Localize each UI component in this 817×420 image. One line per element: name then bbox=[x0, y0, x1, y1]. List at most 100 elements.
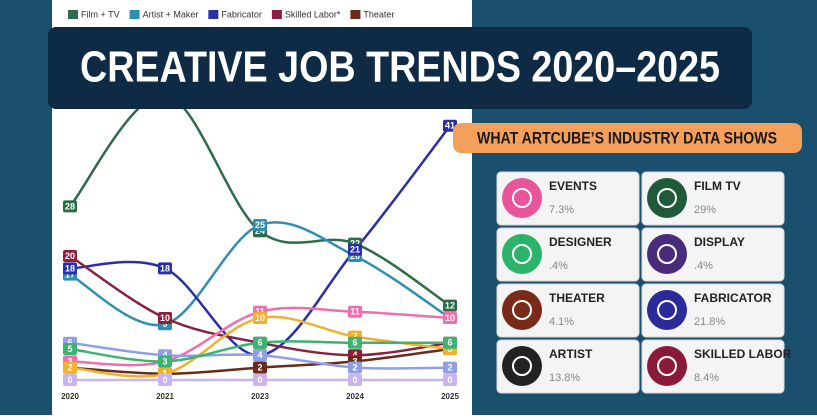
value-label: 17 bbox=[65, 269, 75, 279]
card-value: 7.3% bbox=[549, 204, 574, 216]
value-label-box bbox=[158, 355, 172, 368]
value-label: 3 bbox=[67, 356, 72, 366]
card-label: DISPLAY bbox=[694, 235, 745, 249]
value-label: 1 bbox=[162, 369, 167, 379]
card-icon bbox=[647, 346, 687, 386]
value-label-box bbox=[63, 374, 77, 386]
x-tick-label: 2025 bbox=[441, 392, 459, 401]
x-tick-label: 2024 bbox=[346, 392, 364, 401]
value-label-box bbox=[158, 262, 172, 275]
value-label: 22 bbox=[350, 238, 360, 248]
card-icon-detail bbox=[512, 188, 532, 208]
x-tick-label: 2021 bbox=[156, 392, 174, 401]
value-label-box bbox=[158, 312, 172, 324]
series-line bbox=[69, 93, 451, 307]
value-label: 25 bbox=[255, 220, 265, 230]
subtitle-pill bbox=[453, 123, 802, 153]
card-label: FILM TV bbox=[694, 179, 741, 193]
value-label-box bbox=[63, 262, 77, 275]
value-label: 12 bbox=[445, 300, 455, 310]
value-label: 2 bbox=[352, 362, 357, 372]
value-label: 24 bbox=[255, 226, 265, 236]
value-label: 9 bbox=[162, 319, 167, 329]
value-label: 28 bbox=[65, 201, 75, 211]
value-label: 10 bbox=[255, 313, 265, 323]
card-value: 21.8% bbox=[694, 316, 725, 328]
card-value: .4% bbox=[549, 260, 568, 272]
legend-label: Fabricator bbox=[221, 9, 262, 19]
value-label-box bbox=[443, 374, 457, 386]
value-label: 3 bbox=[352, 356, 357, 366]
card-icon-detail bbox=[657, 356, 677, 376]
card-label: FABRICATOR bbox=[694, 291, 772, 305]
value-label-box bbox=[348, 336, 362, 349]
value-label: 11 bbox=[255, 307, 265, 317]
legend-swatch bbox=[271, 10, 282, 19]
value-label-box bbox=[253, 336, 267, 349]
value-label: 10 bbox=[445, 313, 455, 323]
value-label-box bbox=[63, 250, 77, 262]
card-icon-detail bbox=[512, 356, 532, 376]
value-label-box bbox=[443, 361, 457, 374]
value-label: 6 bbox=[257, 338, 262, 348]
legend-label: Artist + Maker bbox=[143, 9, 199, 19]
value-label-box bbox=[443, 299, 457, 312]
value-label: 0 bbox=[257, 375, 262, 385]
card-icon-detail bbox=[657, 300, 677, 320]
value-label-box bbox=[443, 312, 457, 324]
value-label-box bbox=[63, 343, 77, 355]
value-label: 0 bbox=[162, 375, 167, 385]
value-label: 10 bbox=[160, 313, 170, 323]
cards: EVENTS 7.3% FILM TV 29% DESIGNER .4% DISPLAY .4… bbox=[496, 171, 792, 394]
value-label: 6 bbox=[352, 338, 357, 348]
value-label-box bbox=[158, 374, 172, 386]
card-icon bbox=[647, 290, 687, 330]
legend-label: Theater bbox=[363, 9, 394, 19]
value-label-box bbox=[348, 305, 362, 318]
card-label: THEATER bbox=[549, 291, 605, 305]
card-value: 13.8% bbox=[549, 372, 580, 384]
value-label-box bbox=[253, 374, 267, 386]
card-label: ARTIST bbox=[549, 347, 593, 361]
title-banner bbox=[48, 27, 752, 109]
value-label: 21 bbox=[350, 245, 360, 255]
card-label: SKILLED LABOR bbox=[694, 347, 792, 361]
legend-label: Film + TV bbox=[81, 9, 120, 19]
legend-swatch bbox=[129, 10, 140, 19]
value-label: 20 bbox=[65, 251, 75, 261]
value-label: 6 bbox=[67, 338, 72, 348]
card-value: 29% bbox=[694, 204, 716, 216]
card-icon bbox=[502, 234, 542, 274]
x-tick-label: 2023 bbox=[251, 392, 269, 401]
value-label: 2 bbox=[67, 362, 72, 372]
card-value: .4% bbox=[694, 260, 713, 272]
card-icon-detail bbox=[657, 244, 677, 264]
value-label-box bbox=[443, 336, 457, 349]
card-icon bbox=[647, 234, 687, 274]
card-icon-detail bbox=[657, 188, 677, 208]
value-label: 6 bbox=[447, 338, 452, 348]
value-label: 2 bbox=[257, 362, 262, 372]
card-icon bbox=[502, 178, 542, 218]
value-label: 18 bbox=[65, 263, 75, 273]
value-label: 4 bbox=[162, 350, 167, 360]
value-label-box bbox=[348, 361, 362, 374]
value-label-box bbox=[63, 361, 77, 374]
value-label: 5 bbox=[447, 344, 452, 354]
value-label: 0 bbox=[447, 375, 452, 385]
card-icon-detail bbox=[512, 244, 532, 264]
legend-swatch bbox=[208, 10, 219, 19]
value-label: 5 bbox=[67, 344, 72, 354]
value-label: 3 bbox=[162, 356, 167, 366]
value-label: 0 bbox=[352, 375, 357, 385]
value-label: 2 bbox=[447, 362, 452, 372]
legend-swatch bbox=[68, 10, 78, 19]
value-label: 0 bbox=[67, 375, 72, 385]
card-icon bbox=[502, 290, 542, 330]
value-label: 11 bbox=[350, 307, 360, 317]
title: CREATIVE JOB TRENDS 2020–2025 bbox=[80, 43, 720, 92]
value-label-box bbox=[253, 349, 267, 362]
card-value: 4.1% bbox=[549, 316, 574, 328]
value-label-box bbox=[253, 219, 267, 231]
legend-label: Skilled Labor* bbox=[285, 9, 341, 19]
